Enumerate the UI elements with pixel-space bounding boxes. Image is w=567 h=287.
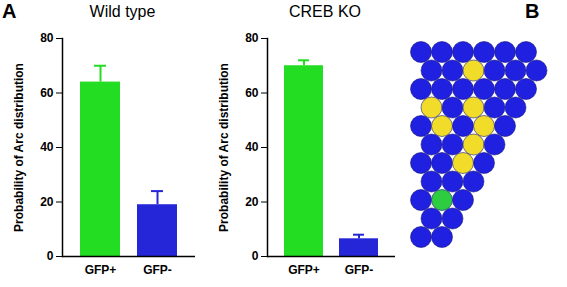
svg-text:20: 20 xyxy=(245,195,259,209)
svg-text:GFP+: GFP+ xyxy=(85,263,117,277)
svg-text:Probability of Arc distributio: Probability of Arc distribution xyxy=(12,63,26,232)
html-text:Wild type: Wild type xyxy=(89,3,156,20)
svg-text:40: 40 xyxy=(40,140,54,154)
svg-text:GFP+: GFP+ xyxy=(288,263,320,277)
svg-text:GFP-: GFP- xyxy=(345,263,374,277)
svg-text:80: 80 xyxy=(245,31,259,45)
html-text:B: B xyxy=(525,0,540,22)
svg-text:0: 0 xyxy=(47,249,54,263)
svg-text:80: 80 xyxy=(40,31,54,45)
html-text:A: A xyxy=(2,0,17,22)
svg-text:20: 20 xyxy=(40,195,54,209)
svg-text:60: 60 xyxy=(245,86,259,100)
svg-text:40: 40 xyxy=(245,140,259,154)
svg-text:GFP-: GFP- xyxy=(143,263,172,277)
svg-text:Probability of Arc distributio: Probability of Arc distribution xyxy=(217,63,231,232)
html-text:CREB KO: CREB KO xyxy=(289,3,361,20)
svg-text:0: 0 xyxy=(252,249,259,263)
svg-text:60: 60 xyxy=(40,86,54,100)
